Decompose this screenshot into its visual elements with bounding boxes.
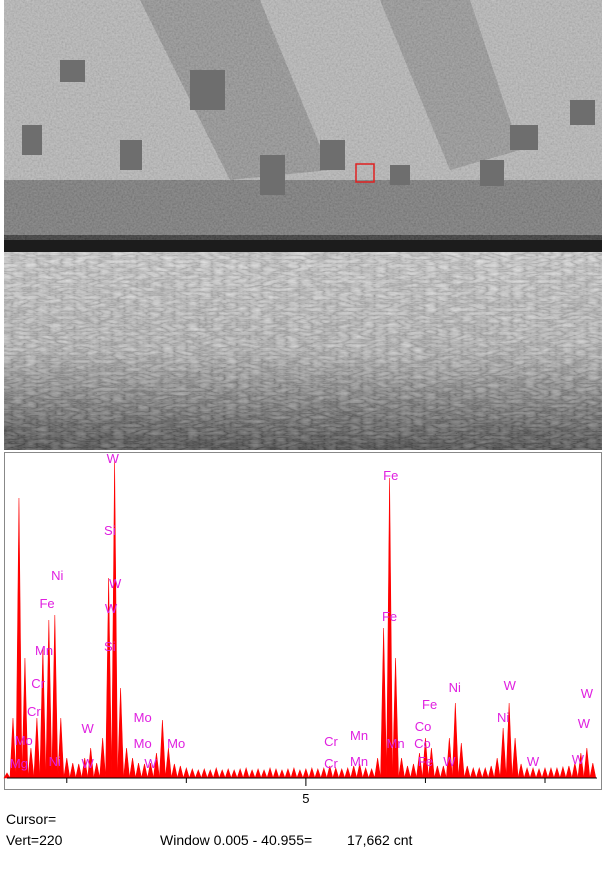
element-label: Co <box>414 736 431 751</box>
element-label: Mg <box>10 756 28 771</box>
element-label: Fe <box>39 596 54 611</box>
element-label: W <box>144 756 157 771</box>
element-label: W <box>105 601 118 616</box>
element-label: Fe <box>383 468 398 483</box>
element-label: Si <box>104 639 116 654</box>
element-label: Cr <box>324 756 338 771</box>
element-label: Mo <box>134 710 152 725</box>
element-label: W <box>109 576 122 591</box>
element-label: W <box>581 686 594 701</box>
x-tick-label: 5 <box>302 791 309 806</box>
element-label: W <box>572 752 585 767</box>
counts-label: 17,662 cnt <box>347 832 412 848</box>
element-label: Cr <box>324 734 338 749</box>
element-label: Mn <box>35 643 53 658</box>
element-label: Mo <box>134 736 152 751</box>
element-label: Co <box>415 719 432 734</box>
element-label: W <box>107 451 120 466</box>
vert-label: Vert=220 <box>6 832 63 848</box>
element-label: Mn <box>387 736 405 751</box>
element-label: Mn <box>350 728 368 743</box>
spectrum-panel <box>5 453 602 790</box>
element-label: Fe <box>382 609 397 624</box>
element-label: Ni <box>449 680 461 695</box>
element-label: W <box>504 678 517 693</box>
cursor-label: Cursor= <box>6 811 56 827</box>
micrograph <box>4 0 602 450</box>
element-label: Ni <box>51 568 63 583</box>
element-label: Fe <box>422 697 437 712</box>
element-label: Mo <box>15 733 33 748</box>
element-label: Mo <box>167 736 185 751</box>
element-label: Ni <box>49 754 61 769</box>
element-label: Cr <box>27 704 41 719</box>
chart: 5WSiNiFeWWMnSiCrCrWMoMoMoMoFeFeFeNiWWWCo… <box>0 0 606 881</box>
element-label: W <box>578 716 591 731</box>
element-label: Fe <box>418 754 433 769</box>
element-label: Si <box>104 523 116 538</box>
window-label: Window 0.005 - 40.955= <box>160 832 312 848</box>
element-label: Mn <box>350 754 368 769</box>
element-label: W <box>82 721 95 736</box>
element-label: W <box>527 754 540 769</box>
element-label: Ni <box>497 710 509 725</box>
screen: 5WSiNiFeWWMnSiCrCrWMoMoMoMoFeFeFeNiWWWCo… <box>0 0 606 881</box>
element-label: W <box>82 756 95 771</box>
element-label: Cr <box>31 676 45 691</box>
element-label: W <box>443 754 456 769</box>
